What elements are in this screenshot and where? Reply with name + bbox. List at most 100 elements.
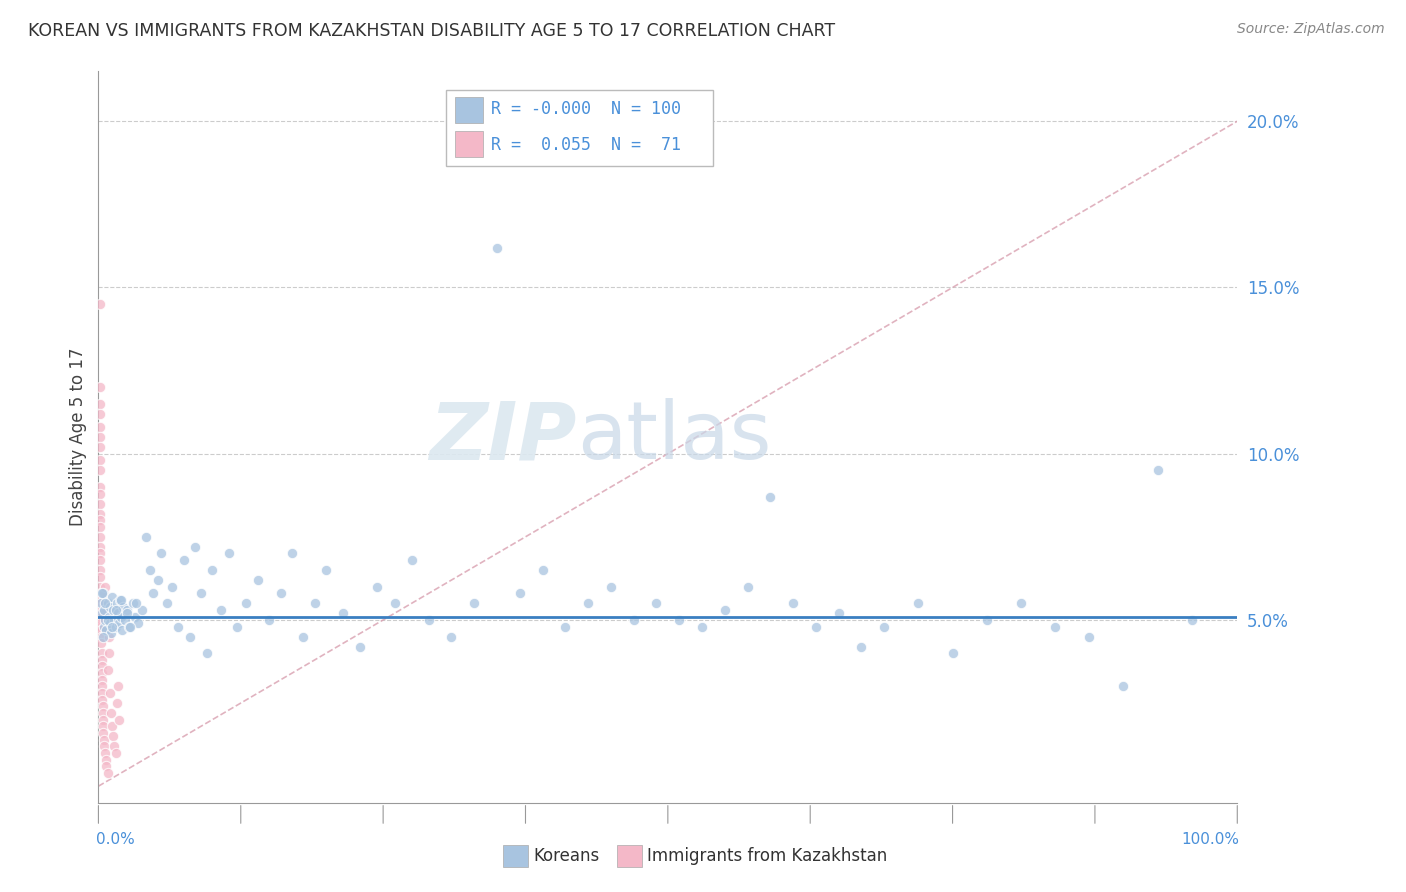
Point: [107, 680, 129, 694]
Point: [90, 692, 112, 706]
Point: [131, 603, 153, 617]
Point: [89, 486, 111, 500]
FancyBboxPatch shape: [503, 846, 527, 867]
Point: [91, 713, 114, 727]
Point: [89, 530, 111, 544]
Point: [103, 739, 125, 754]
Point: [89, 297, 111, 311]
Point: [96, 753, 118, 767]
Point: [90, 607, 112, 621]
Point: [366, 580, 388, 594]
Point: [94, 580, 117, 594]
Point: [828, 607, 851, 621]
Point: [89, 463, 111, 477]
Point: [90, 593, 112, 607]
Point: [190, 586, 212, 600]
Point: [115, 607, 138, 621]
Point: [90, 586, 112, 600]
Point: [107, 607, 129, 621]
Point: [89, 380, 111, 394]
Point: [195, 646, 218, 660]
Point: [89, 553, 111, 567]
Point: [292, 630, 315, 644]
Point: [162, 580, 184, 594]
Point: [146, 573, 169, 587]
Point: [97, 609, 120, 624]
Point: [156, 596, 179, 610]
Point: [90, 596, 112, 610]
Point: [104, 603, 127, 617]
Point: [110, 609, 132, 624]
FancyBboxPatch shape: [617, 846, 641, 867]
Point: [89, 540, 111, 554]
Point: [100, 626, 122, 640]
Point: [97, 646, 120, 660]
Point: [93, 586, 115, 600]
Point: [105, 596, 128, 610]
Point: [463, 596, 485, 610]
Text: 0.0%: 0.0%: [96, 832, 135, 847]
Point: [804, 619, 827, 633]
Point: [89, 520, 111, 534]
Point: [121, 596, 143, 610]
FancyBboxPatch shape: [456, 97, 484, 122]
Point: [281, 546, 304, 560]
Point: [90, 599, 112, 614]
Point: [90, 673, 112, 687]
Point: [96, 765, 118, 780]
Point: [90, 596, 112, 610]
Point: [94, 613, 117, 627]
Point: [942, 646, 965, 660]
Point: [96, 623, 118, 637]
Point: [138, 563, 160, 577]
Point: [1010, 596, 1032, 610]
Point: [201, 563, 224, 577]
Point: [93, 619, 115, 633]
Point: [150, 546, 173, 560]
Text: 100.0%: 100.0%: [1181, 832, 1240, 847]
Text: ZIP: ZIP: [429, 398, 576, 476]
Point: [103, 603, 125, 617]
Point: [89, 407, 111, 421]
Point: [179, 630, 201, 644]
Point: [1112, 680, 1135, 694]
Text: R = -0.000  N = 100: R = -0.000 N = 100: [491, 101, 682, 119]
Point: [108, 713, 131, 727]
Point: [90, 686, 112, 700]
Point: [108, 616, 131, 631]
Point: [108, 593, 131, 607]
Point: [418, 613, 440, 627]
Point: [89, 480, 111, 494]
Text: KOREAN VS IMMIGRANTS FROM KAZAKHSTAN DISABILITY AGE 5 TO 17 CORRELATION CHART: KOREAN VS IMMIGRANTS FROM KAZAKHSTAN DIS…: [28, 22, 835, 40]
Point: [112, 599, 135, 614]
Point: [91, 699, 114, 714]
Point: [98, 686, 121, 700]
Point: [98, 599, 121, 614]
Point: [90, 659, 112, 673]
Point: [105, 696, 128, 710]
Point: [90, 623, 112, 637]
Point: [96, 596, 118, 610]
Point: [90, 653, 112, 667]
Point: [226, 619, 249, 633]
FancyBboxPatch shape: [446, 90, 713, 167]
Point: [89, 546, 111, 560]
Point: [218, 546, 240, 560]
Point: [173, 553, 195, 567]
Point: [315, 563, 337, 577]
Point: [118, 619, 141, 633]
Point: [509, 586, 531, 600]
Point: [1043, 619, 1066, 633]
Point: [90, 603, 112, 617]
Point: [101, 719, 124, 733]
Point: [332, 607, 354, 621]
Point: [103, 729, 125, 743]
Point: [246, 573, 269, 587]
Point: [120, 619, 142, 633]
Point: [91, 706, 114, 720]
Y-axis label: Disability Age 5 to 17: Disability Age 5 to 17: [69, 348, 87, 526]
Point: [90, 646, 112, 660]
Point: [873, 619, 896, 633]
Point: [97, 630, 120, 644]
Point: [94, 596, 117, 610]
